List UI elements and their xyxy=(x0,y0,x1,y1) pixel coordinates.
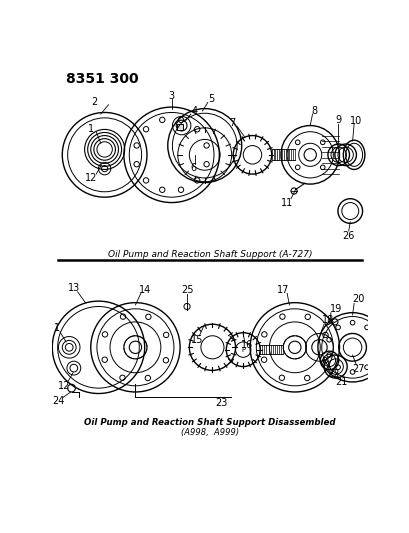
Text: 24: 24 xyxy=(52,396,65,406)
FancyBboxPatch shape xyxy=(177,124,183,130)
Text: 9: 9 xyxy=(334,115,340,125)
Text: 13: 13 xyxy=(67,283,80,293)
Text: 17: 17 xyxy=(276,285,289,295)
Text: 1: 1 xyxy=(54,323,60,333)
Text: 26: 26 xyxy=(342,231,354,241)
Text: (A998,  A999): (A998, A999) xyxy=(181,427,238,437)
Text: Oil Pump and Reaction Shaft Support Disassembled: Oil Pump and Reaction Shaft Support Disa… xyxy=(84,417,335,426)
Text: 8351 300: 8351 300 xyxy=(66,72,138,86)
Text: 10: 10 xyxy=(349,116,362,126)
Text: 27: 27 xyxy=(352,364,364,374)
Text: 4: 4 xyxy=(191,106,197,116)
Text: 3: 3 xyxy=(168,91,174,101)
Text: 25: 25 xyxy=(180,285,193,295)
Text: Oil Pump and Reaction Shaft Support (A-727): Oil Pump and Reaction Shaft Support (A-7… xyxy=(108,249,312,259)
Text: P: P xyxy=(240,346,245,353)
Text: 8: 8 xyxy=(310,106,317,116)
Text: 21: 21 xyxy=(334,377,346,387)
Text: 18: 18 xyxy=(321,316,333,325)
Text: 16: 16 xyxy=(240,340,253,350)
Text: 14: 14 xyxy=(138,285,151,295)
Text: 23: 23 xyxy=(215,398,227,408)
Text: 7: 7 xyxy=(229,118,235,128)
Text: 6: 6 xyxy=(190,163,196,173)
Text: 12: 12 xyxy=(84,173,97,183)
Text: 19: 19 xyxy=(329,304,341,314)
Text: 22: 22 xyxy=(326,369,339,379)
Text: 5: 5 xyxy=(208,94,214,104)
Text: 2: 2 xyxy=(91,96,97,107)
Text: 12: 12 xyxy=(58,381,71,391)
Text: 1: 1 xyxy=(88,124,94,134)
Text: 15: 15 xyxy=(190,335,203,345)
Text: 20: 20 xyxy=(352,294,364,304)
Text: 11: 11 xyxy=(280,198,292,208)
